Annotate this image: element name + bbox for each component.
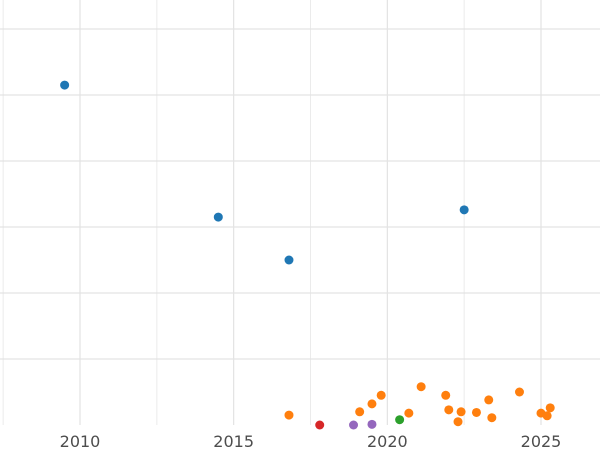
data-point-orange <box>545 403 555 413</box>
data-points <box>60 80 555 430</box>
x-tick-label-2020: 2020 <box>367 432 408 450</box>
x-axis-tick-labels: 2010 2015 2020 2025 <box>60 432 562 450</box>
data-point-orange <box>487 413 497 423</box>
data-point-orange <box>284 410 294 420</box>
data-point-green <box>395 415 405 425</box>
data-point-purple <box>367 419 377 429</box>
data-point-orange <box>453 417 463 427</box>
data-point-orange <box>416 382 426 392</box>
data-point-red <box>315 420 325 430</box>
x-tick-label-2010: 2010 <box>60 432 101 450</box>
data-point-orange <box>484 395 494 405</box>
data-point-purple <box>349 420 359 430</box>
data-point-orange <box>471 407 481 417</box>
data-point-orange <box>456 407 466 417</box>
data-point-orange <box>367 399 377 409</box>
data-point-blue <box>60 80 70 90</box>
data-point-orange <box>441 390 451 400</box>
data-point-orange <box>376 390 386 400</box>
x-tick-label-2015: 2015 <box>213 432 254 450</box>
data-point-blue <box>459 205 469 215</box>
data-point-blue <box>284 255 294 265</box>
x-tick-label-2025: 2025 <box>521 432 562 450</box>
data-point-orange <box>542 411 552 421</box>
data-point-blue <box>213 212 223 222</box>
data-point-orange <box>355 407 365 417</box>
data-point-orange <box>514 387 524 397</box>
gridlines <box>0 0 600 425</box>
data-point-orange <box>444 405 454 415</box>
data-point-orange <box>404 408 414 418</box>
